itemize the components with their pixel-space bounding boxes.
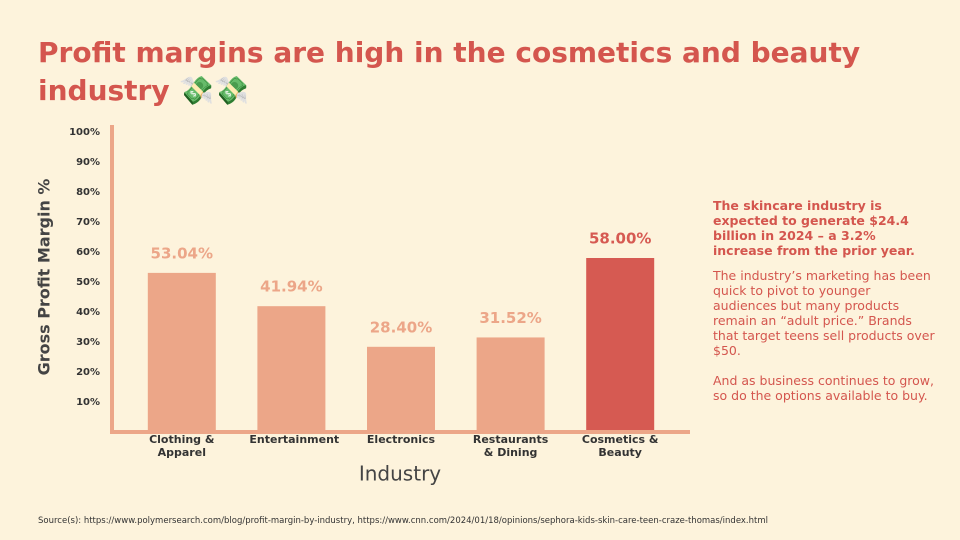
bar xyxy=(367,346,435,432)
x-axis-label: Industry xyxy=(359,462,441,486)
y-tick-label: 70% xyxy=(76,217,100,228)
value-label: 28.40% xyxy=(370,318,432,336)
y-tick-label: 10% xyxy=(76,397,100,408)
value-label: 58.00% xyxy=(589,230,651,248)
bar xyxy=(257,306,326,432)
slide-title: Profit margins are high in the cosmetics… xyxy=(38,36,861,107)
bar xyxy=(586,258,655,432)
x-tick-label: Entertainment xyxy=(249,433,340,446)
note-paragraph: And as business continues to grow, so do… xyxy=(713,373,934,403)
y-tick-label: 60% xyxy=(76,247,100,258)
y-tick-label: 50% xyxy=(76,277,100,288)
y-tick-label: 100% xyxy=(69,127,100,138)
value-label: 53.04% xyxy=(151,244,213,262)
value-label: 31.52% xyxy=(479,309,541,327)
highlight-note: The skincare industry is expected to gen… xyxy=(713,198,915,258)
note-paragraph: The industry’s marketing has been quick … xyxy=(713,268,935,358)
y-axis-label: Gross Profit Margin % xyxy=(35,179,54,376)
y-tick-label: 40% xyxy=(76,307,100,318)
source: Source(s): https://www.polymersearch.com… xyxy=(38,516,768,526)
x-tick-label: Electronics xyxy=(366,433,436,446)
x-tick-label: Cosmetics & Beauty xyxy=(581,433,659,459)
x-tick-label: Restaurants & Dining xyxy=(472,433,549,459)
bar xyxy=(476,337,545,432)
bar xyxy=(147,272,216,432)
y-tick-label: 30% xyxy=(76,337,100,348)
value-label: 41.94% xyxy=(260,278,322,296)
y-tick-label: 80% xyxy=(76,187,100,198)
y-tick-label: 20% xyxy=(76,367,100,378)
side-notes: The skincare industry is expected to gen… xyxy=(713,198,935,418)
y-tick-label: 90% xyxy=(76,157,100,168)
x-tick-label: Clothing & Apparel xyxy=(149,433,215,459)
